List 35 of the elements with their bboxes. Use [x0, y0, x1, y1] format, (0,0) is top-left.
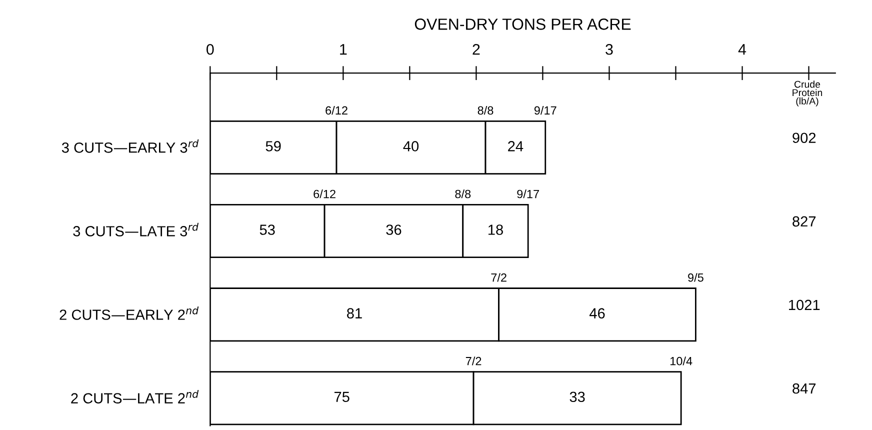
- annotation: 6/12: [314, 190, 336, 198]
- annotation: 8/8: [478, 106, 494, 115]
- annotation: 46: [589, 308, 605, 318]
- x-tick-label: 2: [472, 44, 480, 55]
- annotation: 1021: [789, 300, 820, 310]
- annotation: 7/2: [491, 273, 506, 282]
- x-tick-label: 4: [738, 44, 746, 55]
- annotation: 36: [386, 224, 402, 235]
- annotation: 827: [792, 216, 816, 227]
- annotation: 33: [570, 392, 585, 402]
- annotation: 75: [334, 392, 350, 402]
- annotation: 59: [266, 141, 281, 152]
- y-tick-label: 2 CUTS—LATE 2$^{nd}$: [71, 390, 199, 404]
- annotation: 24: [508, 141, 524, 152]
- annotation: 9/17: [534, 106, 556, 115]
- y-tick-label: 3 CUTS—LATE 3$^{rd}$: [73, 222, 199, 236]
- annotation: 847: [792, 383, 816, 394]
- annotation: 53: [260, 224, 275, 235]
- annotation: 8/8: [455, 190, 471, 198]
- annotation: 18: [488, 224, 503, 235]
- annotation: 81: [347, 308, 362, 318]
- annotation: 9/5: [688, 273, 704, 282]
- y-tick-label: 2 CUTS—EARLY 2$^{nd}$: [60, 306, 199, 320]
- x-tick-label: 3: [606, 44, 613, 55]
- annotation: 40: [403, 141, 419, 152]
- annotation: 10/4: [670, 356, 692, 366]
- x-tick-label: 0: [206, 44, 214, 55]
- annotation: 7/2: [466, 356, 482, 366]
- annotation: 902: [792, 132, 816, 144]
- x-tick-label: 1: [340, 44, 347, 55]
- annotation: 6/12: [326, 106, 348, 115]
- annotation: Crude Protein (lb/A): [792, 80, 822, 106]
- annotation: 9/17: [517, 190, 539, 198]
- x-axis-title: OVEN-DRY TONS PER ACRE: [414, 18, 631, 30]
- y-tick-label: 3 CUTS—EARLY 3$^{rd}$: [62, 139, 199, 153]
